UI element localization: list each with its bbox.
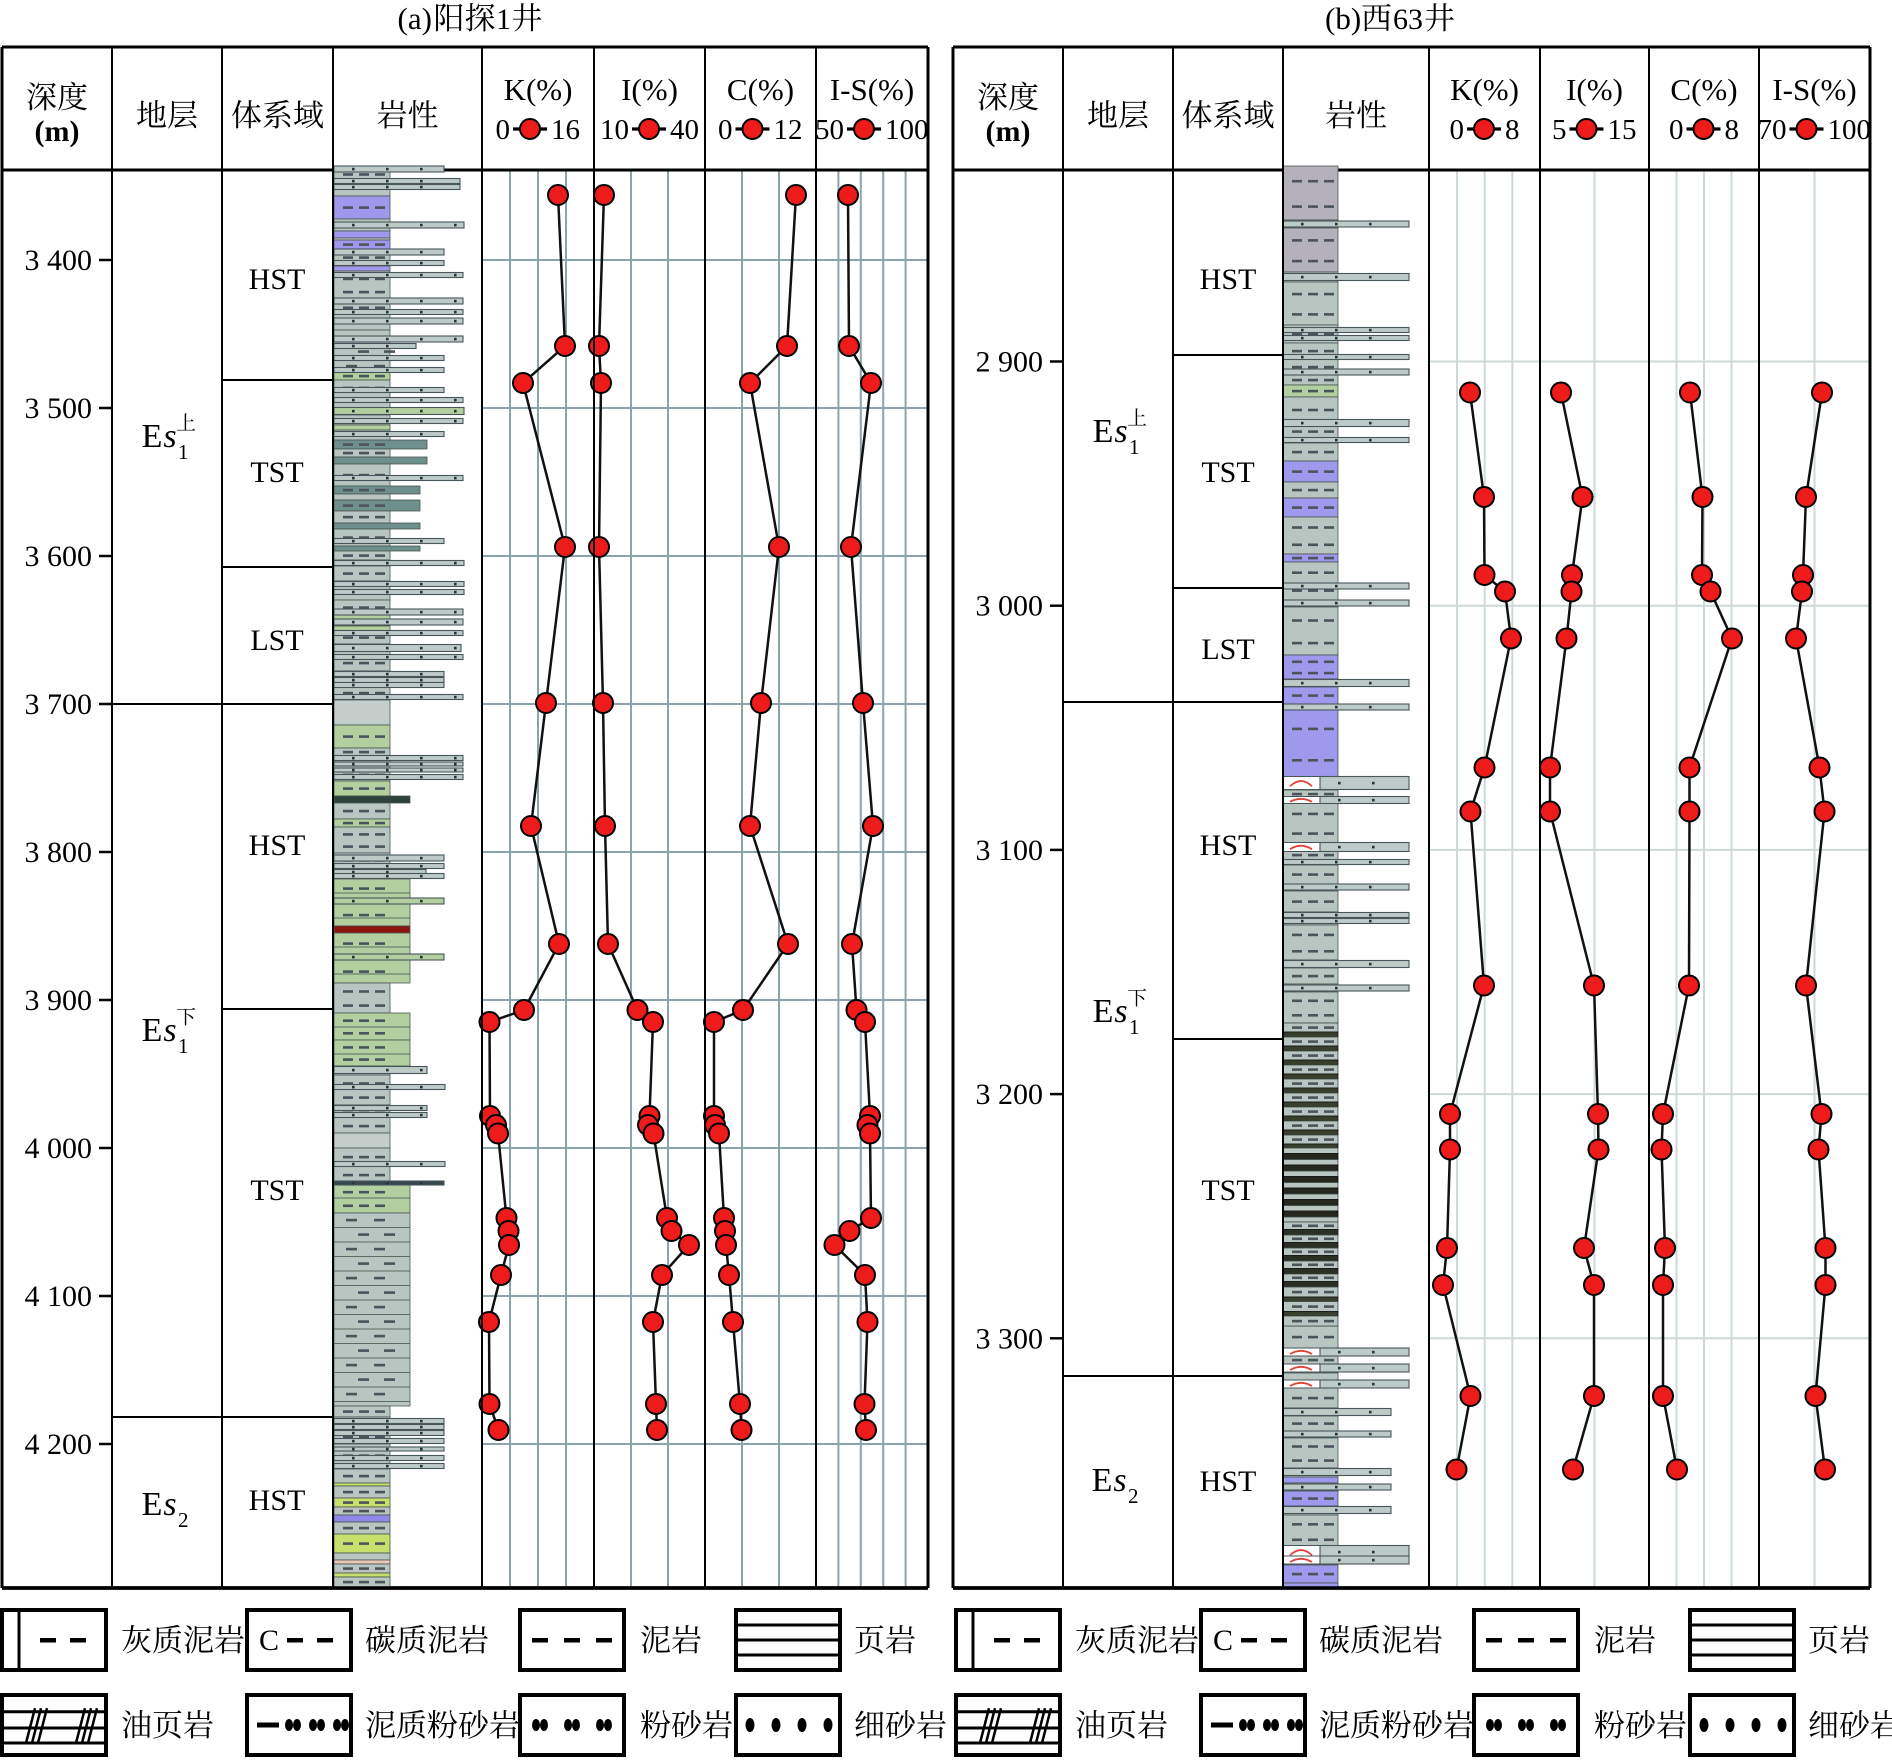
svg-text:1: 1 bbox=[496, 3, 511, 36]
svg-text:s: s bbox=[1114, 993, 1127, 1030]
svg-text:70: 70 bbox=[1758, 114, 1787, 146]
svg-text:3 300: 3 300 bbox=[976, 1322, 1044, 1355]
svg-text:0: 0 bbox=[1669, 114, 1684, 146]
svg-text:3 600: 3 600 bbox=[25, 540, 93, 573]
svg-text:E: E bbox=[1093, 993, 1114, 1030]
svg-text:1: 1 bbox=[1129, 1015, 1140, 1039]
svg-text:100: 100 bbox=[885, 114, 929, 146]
svg-text:8: 8 bbox=[1725, 114, 1740, 146]
svg-text:40: 40 bbox=[670, 114, 699, 146]
svg-text:3 800: 3 800 bbox=[25, 836, 93, 869]
svg-text:2: 2 bbox=[1128, 1484, 1139, 1508]
svg-text:E: E bbox=[142, 1486, 163, 1523]
svg-text:(a): (a) bbox=[398, 1, 432, 36]
svg-text:2: 2 bbox=[178, 1508, 189, 1532]
svg-text:s: s bbox=[163, 1486, 176, 1523]
svg-text:2 900: 2 900 bbox=[976, 346, 1044, 379]
svg-text:50: 50 bbox=[815, 114, 844, 146]
svg-text:0: 0 bbox=[718, 114, 733, 146]
svg-text:s: s bbox=[163, 1012, 176, 1049]
svg-text:63: 63 bbox=[1393, 3, 1423, 36]
svg-text:HST: HST bbox=[1200, 263, 1257, 296]
svg-text:C: C bbox=[1213, 1624, 1233, 1657]
svg-text:1: 1 bbox=[1129, 435, 1140, 459]
svg-text:HST: HST bbox=[1200, 829, 1257, 862]
svg-text:s: s bbox=[1114, 413, 1127, 450]
svg-text:E: E bbox=[142, 418, 163, 455]
svg-text:TST: TST bbox=[250, 1174, 303, 1207]
svg-text:TST: TST bbox=[1201, 1174, 1254, 1207]
svg-text:TST: TST bbox=[1201, 456, 1254, 489]
svg-text:HST: HST bbox=[249, 263, 306, 296]
svg-text:C: C bbox=[259, 1624, 279, 1657]
svg-text:3 700: 3 700 bbox=[25, 688, 93, 721]
svg-text:E: E bbox=[1092, 1462, 1113, 1499]
svg-text:(m): (m) bbox=[35, 115, 80, 148]
svg-text:E: E bbox=[1093, 413, 1114, 450]
svg-text:12: 12 bbox=[774, 114, 803, 146]
svg-text:s: s bbox=[163, 418, 176, 455]
svg-text:I-S(%): I-S(%) bbox=[1772, 72, 1856, 107]
svg-text:3 000: 3 000 bbox=[976, 590, 1044, 623]
svg-text:I(%): I(%) bbox=[1566, 72, 1623, 107]
svg-text:0: 0 bbox=[496, 114, 511, 146]
svg-text:s: s bbox=[1113, 1462, 1126, 1499]
svg-text:C(%): C(%) bbox=[1670, 72, 1737, 107]
svg-text:16: 16 bbox=[551, 114, 580, 146]
svg-text:HST: HST bbox=[249, 1484, 306, 1517]
svg-text:3 200: 3 200 bbox=[976, 1078, 1044, 1111]
svg-text:4 100: 4 100 bbox=[25, 1280, 93, 1313]
svg-text:(b): (b) bbox=[1325, 1, 1361, 36]
svg-text:1: 1 bbox=[178, 1034, 189, 1058]
svg-text:8: 8 bbox=[1505, 114, 1520, 146]
svg-text:0: 0 bbox=[1450, 114, 1465, 146]
svg-text:15: 15 bbox=[1608, 114, 1637, 146]
svg-text:100: 100 bbox=[1828, 114, 1872, 146]
svg-text:LST: LST bbox=[1201, 633, 1254, 666]
svg-text:HST: HST bbox=[249, 829, 306, 862]
svg-text:3 500: 3 500 bbox=[25, 392, 93, 425]
svg-text:4 200: 4 200 bbox=[25, 1428, 93, 1461]
svg-text:LST: LST bbox=[250, 624, 303, 657]
svg-text:C(%): C(%) bbox=[727, 72, 794, 107]
svg-text:E: E bbox=[142, 1012, 163, 1049]
svg-text:HST: HST bbox=[1200, 1465, 1257, 1498]
svg-text:3 900: 3 900 bbox=[25, 984, 93, 1017]
svg-text:(m): (m) bbox=[986, 115, 1031, 148]
svg-text:3 100: 3 100 bbox=[976, 834, 1044, 867]
svg-text:4 000: 4 000 bbox=[25, 1132, 93, 1165]
svg-text:TST: TST bbox=[250, 456, 303, 489]
svg-text:3 400: 3 400 bbox=[25, 244, 93, 277]
svg-text:1: 1 bbox=[178, 440, 189, 464]
svg-text:I(%): I(%) bbox=[621, 72, 678, 107]
svg-text:K(%): K(%) bbox=[1450, 72, 1519, 107]
svg-text:K(%): K(%) bbox=[504, 72, 573, 107]
svg-text:I-S(%): I-S(%) bbox=[830, 72, 914, 107]
svg-text:10: 10 bbox=[600, 114, 629, 146]
svg-text:5: 5 bbox=[1552, 114, 1567, 146]
